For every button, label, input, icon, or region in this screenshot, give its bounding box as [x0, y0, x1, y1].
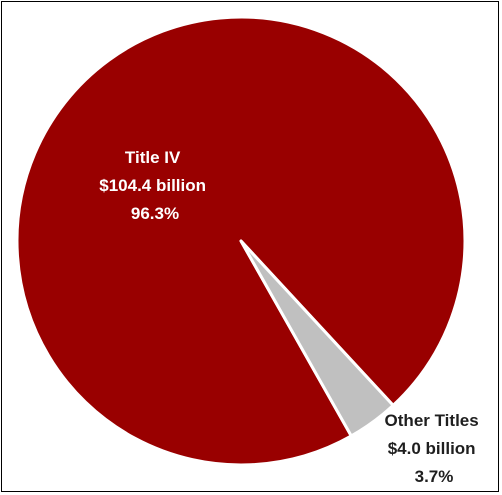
slice-amount-title-iv: $104.4 billion [99, 176, 206, 195]
slice-percent-title-iv: 96.3% [131, 204, 179, 223]
slice-label-title-iv: Title IV $104.4 billion 96.3% [99, 148, 211, 223]
pie-slice-other-titles [239, 239, 395, 438]
pie-slices [15, 15, 467, 467]
slice-name-title-iv: Title IV [125, 148, 181, 167]
slice-label-other-titles: Other Titles $4.0 billion 3.7% [385, 411, 484, 486]
slice-amount-other-titles: $4.0 billion [388, 439, 476, 458]
slice-percent-other-titles: 3.7% [415, 467, 454, 486]
slice-name-other-titles: Other Titles [385, 411, 479, 430]
pie-labels: Title IV $104.4 billion 96.3% Other Titl… [99, 148, 484, 486]
